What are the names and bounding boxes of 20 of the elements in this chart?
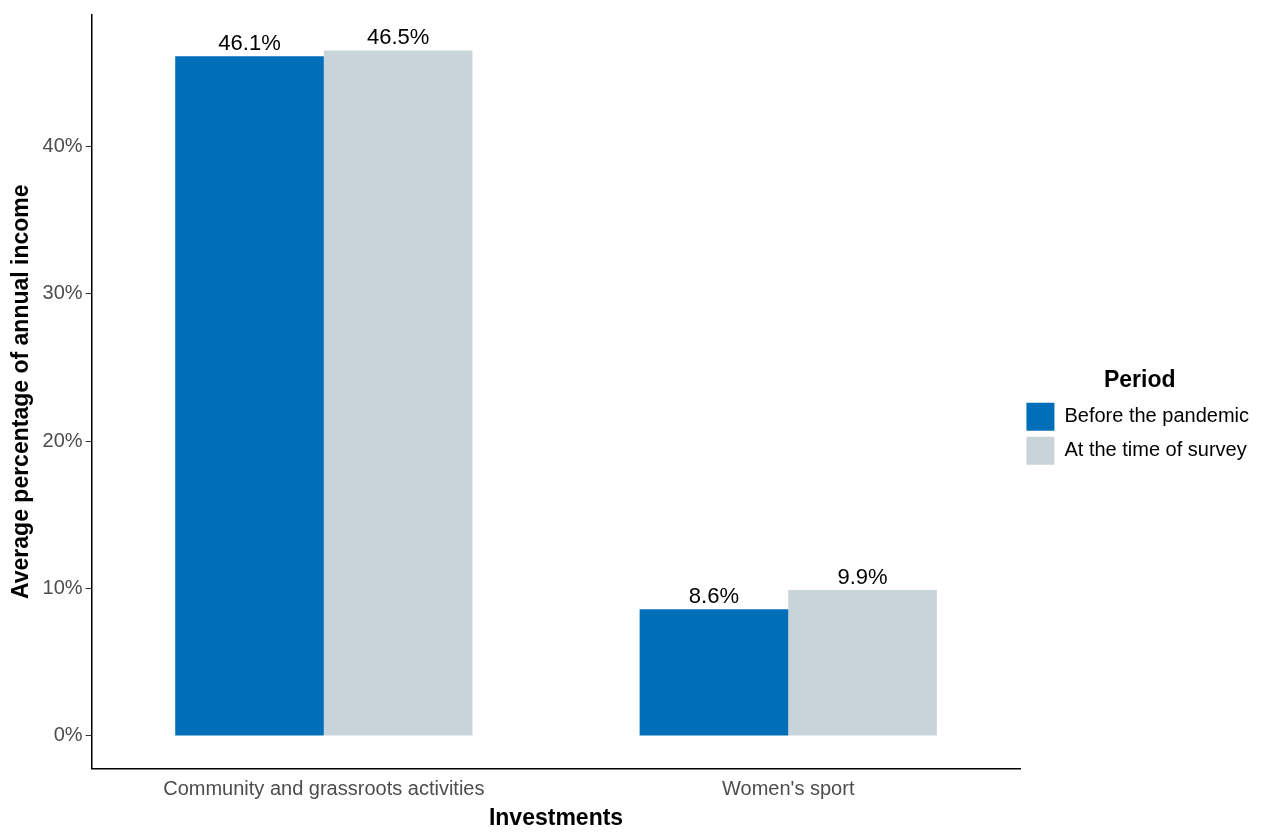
bar: [788, 590, 937, 736]
bar: [323, 50, 473, 736]
x-tick-label: Community and grassroots activities: [163, 776, 485, 799]
y-axis-title: Average percentage of annual income: [7, 184, 34, 599]
data-label: 46.1%: [218, 30, 281, 56]
y-tick-label: 10%: [42, 576, 83, 599]
bar: [639, 609, 789, 736]
x-tick-label: Women's sport: [722, 776, 855, 799]
x-axis-title: Investments: [488, 803, 624, 830]
y-tick-label: 20%: [42, 428, 83, 451]
data-label: 8.6%: [688, 583, 740, 609]
legend-label: Before the pandemic: [1064, 404, 1249, 427]
data-label: 9.9%: [837, 564, 888, 590]
y-tick-label: 0%: [53, 723, 83, 746]
legend-label: At the time of survey: [1064, 438, 1247, 461]
legend-title: Period: [1103, 366, 1176, 393]
data-label: 46.5%: [366, 24, 430, 50]
bar: [175, 56, 324, 736]
y-tick-label: 30%: [42, 281, 83, 304]
y-tick-label: 40%: [42, 133, 83, 156]
